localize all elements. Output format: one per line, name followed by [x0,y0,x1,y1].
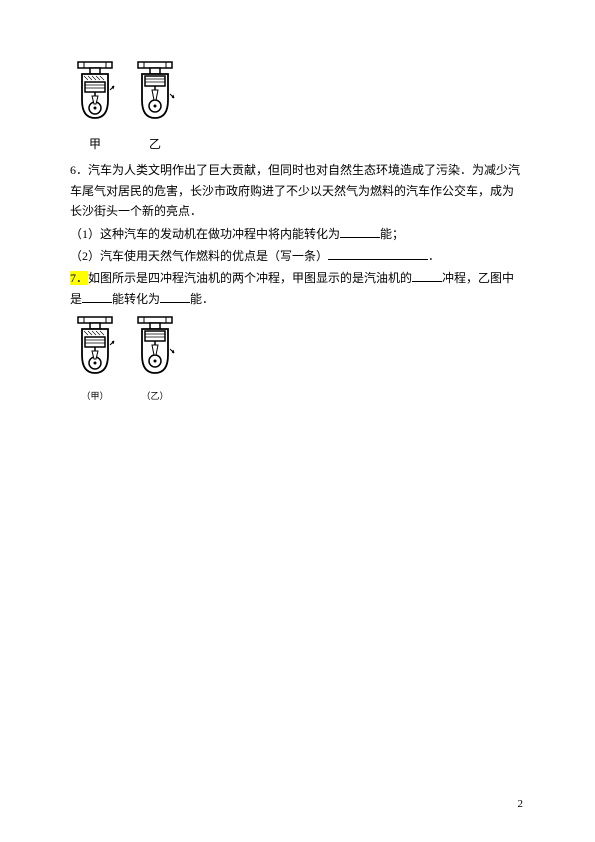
q7-text-1: 如图所示是四冲程汽油机的两个冲程，甲图显示的是汽油机的 [88,271,412,285]
label-jia-bottom: （甲） [70,389,120,404]
q6-part1-suffix: 能； [380,227,404,241]
q7-text-4: 能． [190,292,214,306]
q7-text-3: 能转化为 [112,292,160,306]
label-yi-bottom: （乙） [130,389,180,404]
q6-blank-2 [328,246,428,260]
diagram-labels-top: 甲 乙 [70,134,525,154]
q6-part2-prefix: （2）汽车使用天然气作燃料的优点是（写一条） [70,249,328,263]
engine-diagram-yi-bottom [130,315,180,385]
q6-part2: （2）汽车使用天然气作燃料的优点是（写一条） ． [70,246,525,266]
q6-intro: 汽车为人类文明作出了巨大贡献，但同时也对自然生态环境造成了污染．为减少汽车尾气对… [70,163,520,218]
q6-number: 6． [70,163,88,177]
engine-diagram-jia-top [70,60,120,130]
page-number: 2 [518,795,524,814]
label-jia-top: 甲 [70,134,120,154]
engine-diagrams-top [70,60,525,130]
question-6: 6．汽车为人类文明作出了巨大贡献，但同时也对自然生态环境造成了污染．为减少汽车尾… [70,160,525,221]
q6-blank-1 [340,224,380,238]
engine-diagrams-bottom [70,315,525,385]
q7-blank-3 [160,289,190,303]
q7-blank-2 [82,289,112,303]
engine-diagram-yi-top [130,60,180,130]
q7-blank-1 [412,268,442,282]
question-7: 7．如图所示是四冲程汽油机的两个冲程，甲图显示的是汽油机的冲程，乙图中是能转化为… [70,268,525,309]
q6-part1-prefix: （1）这种汽车的发动机在做功冲程中将内能转化为 [70,227,340,241]
q7-number: 7． [70,271,88,285]
engine-diagram-jia-bottom [70,315,120,385]
q6-part1: （1）这种汽车的发动机在做功冲程中将内能转化为 能； [70,224,525,244]
diagram-labels-bottom: （甲） （乙） [70,389,525,404]
q6-part2-suffix: ． [428,249,440,263]
label-yi-top: 乙 [130,134,180,154]
